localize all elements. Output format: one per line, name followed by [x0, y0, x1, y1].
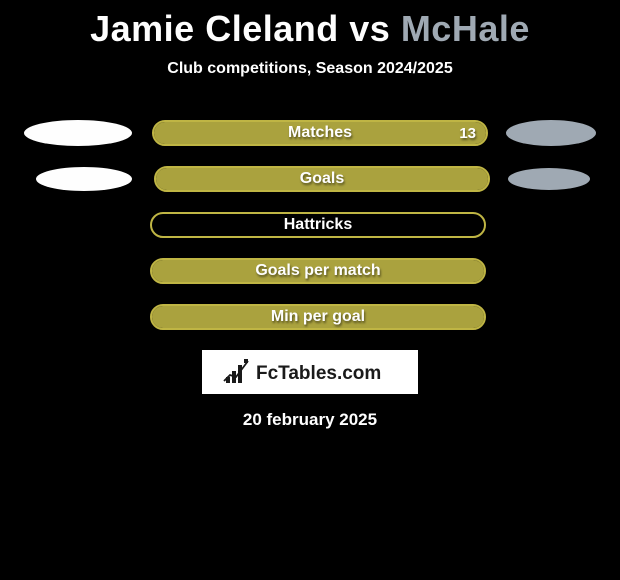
subtitle: Club competitions, Season 2024/2025	[0, 60, 620, 78]
stat-bar: Matches 13	[152, 120, 488, 146]
stat-label: Goals per match	[255, 262, 380, 280]
logo-box: FcTables.com	[202, 350, 418, 394]
stat-bar: Goals	[154, 166, 490, 192]
stat-bar: Min per goal	[150, 304, 486, 330]
stat-row: Goals per match	[0, 258, 620, 284]
player1-dot	[36, 167, 132, 191]
stat-row: Goals	[0, 166, 620, 192]
stat-row: Matches 13	[0, 120, 620, 146]
stat-bar: Hattricks	[150, 212, 486, 238]
player1-dot	[24, 120, 132, 146]
player2-name: McHale	[401, 8, 530, 49]
stat-row: Hattricks	[0, 212, 620, 238]
stat-label: Hattricks	[284, 216, 352, 234]
stat-label: Matches	[288, 124, 352, 142]
date-text: 20 february 2025	[0, 410, 620, 430]
fctables-logo-icon: FcTables.com	[220, 357, 400, 387]
stat-bar: Goals per match	[150, 258, 486, 284]
stat-label: Goals	[300, 170, 344, 188]
stats-chart: Matches 13 Goals Hattricks Goals per match Mi…	[0, 120, 620, 330]
player2-dot	[508, 168, 590, 190]
stat-label: Min per goal	[271, 308, 365, 326]
player1-name: Jamie Cleland	[90, 8, 339, 49]
player2-dot	[506, 120, 596, 146]
logo-text: FcTables.com	[256, 363, 381, 384]
stat-value: 13	[459, 125, 476, 142]
vs-text: vs	[349, 8, 390, 49]
stat-row: Min per goal	[0, 304, 620, 330]
page-title: Jamie Cleland vs McHale	[0, 0, 620, 50]
